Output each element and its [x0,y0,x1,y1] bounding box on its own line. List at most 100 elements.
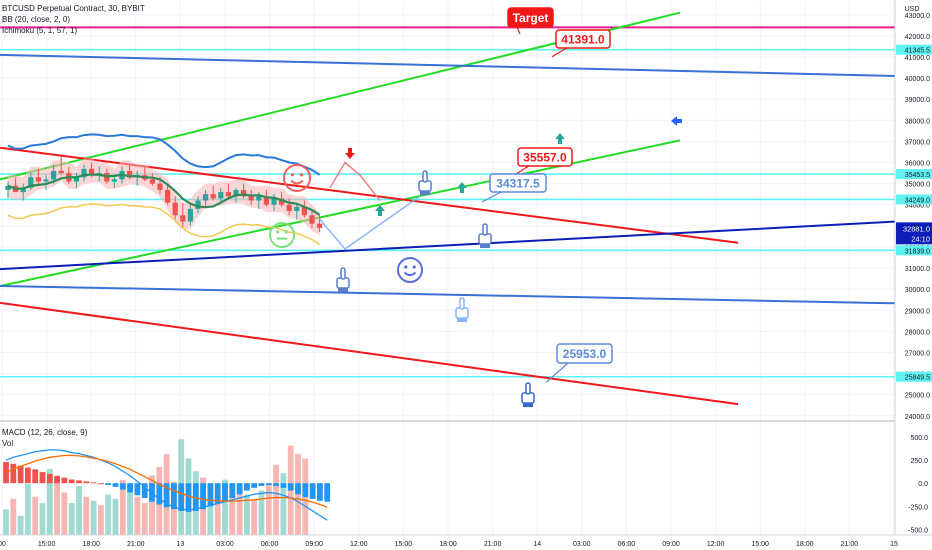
time-tick-label-5: 03:00 [216,541,234,548]
macd-histogram-bar-14 [105,483,112,486]
neutral-face-icon [269,222,295,248]
arrow-up-icon [375,205,385,216]
arrow-down-icon [345,148,355,159]
volume-bar-17 [127,490,133,535]
trend-bottom-red [0,301,739,406]
macd-tick-label-4: -500.0 [908,527,928,534]
volume-bar-4 [32,496,39,535]
price-tick-label-1: 25000.0 [905,393,930,400]
candle-body-31 [241,189,247,197]
macd-histogram-bar-41 [302,483,309,498]
candle-body-14 [111,179,117,182]
macd-histogram-bar-32 [236,483,243,495]
volume-bar-11 [83,496,90,535]
arrow-up-icon [457,182,467,193]
indicator-lines [7,133,321,246]
candle-body-38 [294,206,300,212]
candle-body-21 [165,189,171,203]
macd-histogram-bar-1 [10,463,17,484]
candle-body-5 [43,179,49,182]
candle-body-41 [317,223,323,228]
macd-histogram-bar-7 [54,475,60,484]
time-tick-label-3: 21:00 [127,541,145,548]
price-callout-35557: 35557.0 [523,151,567,165]
volume-bar-15 [112,498,119,535]
time-tick-label-4: 13 [177,541,185,548]
target-callout-box [507,7,554,28]
macd-histogram-bar-35 [258,483,265,486]
price-tick-label-5: 29000.0 [905,308,930,315]
time-axis[interactable]: 00 15:00 18:00 21:00 13 03:00 06:00 09:00 12:00 1… [0,534,932,550]
price-tick-label-10: 34000.0 [905,203,930,210]
price-tick-label-18: 42000.0 [905,34,930,41]
volume-bar-20 [149,475,155,535]
macd-histogram-bar-9 [68,479,75,484]
last-price-bg [896,222,932,245]
time-tick-label-20: 15 [890,541,898,548]
time-tick-label-17: 15:00 [751,541,769,548]
candle-body-30 [233,189,239,197]
macd-legend[interactable]: MACD (12, 26, close, 9) Vol [2,427,87,449]
candle-body-35 [271,198,277,205]
price-tick-label-17: 41000.0 [905,55,930,62]
price-tick-label-15: 39000.0 [905,97,930,104]
macd-histogram-bar-38 [280,483,287,488]
volume-bar-38 [280,473,287,535]
pointing-hand-icon-finger [482,223,488,236]
time-tick-label-12: 14 [533,541,541,548]
horizontal-levels [0,26,895,378]
candle-body-2 [20,187,26,193]
time-tick-label-0: 00 [0,541,6,548]
candle-body-28 [218,192,224,199]
level-tag-bg-3 [896,194,932,205]
baseline-line [7,173,321,216]
macd-tick-label-1: 250.0 [910,458,928,465]
time-tick-label-1: 15:00 [38,541,56,548]
macd-tick-label-2: 0.0 [918,481,928,488]
bb-lower-line [7,203,321,246]
volume-bar-30 [222,479,228,535]
candle-body-37 [286,204,292,212]
macd-line [5,449,328,521]
macd-histogram-bar-18 [134,483,141,496]
level-tag-1: 41345.5 [905,48,930,55]
legend-symbol: BTCUSD Perpetual Contract, 30, BYBIT [2,4,145,13]
arrow-up-icon [555,133,565,144]
pointing-hand-icon-cuff [457,318,467,322]
price-tick-label-3: 27000.0 [905,350,930,357]
price-callout-25953-box [556,343,613,364]
volume-bar-2 [17,515,24,535]
pointing-hand-icon-finger [422,170,428,183]
level-tag-bg-2 [896,169,932,180]
candle-body-4 [35,177,41,182]
level-tag-5: 25849.5 [905,375,930,382]
projection-path-blue [319,195,421,251]
volume-bar-33 [244,494,250,535]
candle-body-36 [279,198,285,205]
price-tick-label-0: 24000.0 [905,414,930,421]
surprised-face-icon [397,257,423,283]
symbol-legend[interactable]: BTCUSD Perpetual Contract, 30, BYBIT BB … [2,3,145,36]
candle-body-34 [263,196,269,205]
target-callout-pointer [516,26,521,35]
last-price-label: 32881.0 [903,224,930,233]
grid [0,0,932,535]
macd-histogram-bar-17 [127,483,133,493]
volume-bar-6 [46,469,53,535]
volume-bar-32 [236,486,243,535]
drawings [269,13,682,407]
price-tick-label-7: 31000.0 [905,266,930,273]
macd-histogram-bar-6 [46,473,53,484]
macd-histogram-bar-40 [295,483,301,495]
time-tick-label-16: 12:00 [707,541,725,548]
price-tick-label-4: 28000.0 [905,329,930,336]
macd-histogram-bar-4 [32,469,39,484]
price-axis[interactable]: USD24000.025000.026000.027000.028000.029… [894,0,932,535]
legend-ichimoku: Ichimoku (5, 1, 57, 1) [2,26,78,35]
time-tick-label-2: 18:00 [82,541,100,548]
candle-body-32 [248,196,254,201]
price-tick-label-12: 36000.0 [905,161,930,168]
candle-body-6 [51,170,57,180]
macd-histogram-bar-44 [324,483,331,502]
volume-bar-3 [25,483,31,535]
